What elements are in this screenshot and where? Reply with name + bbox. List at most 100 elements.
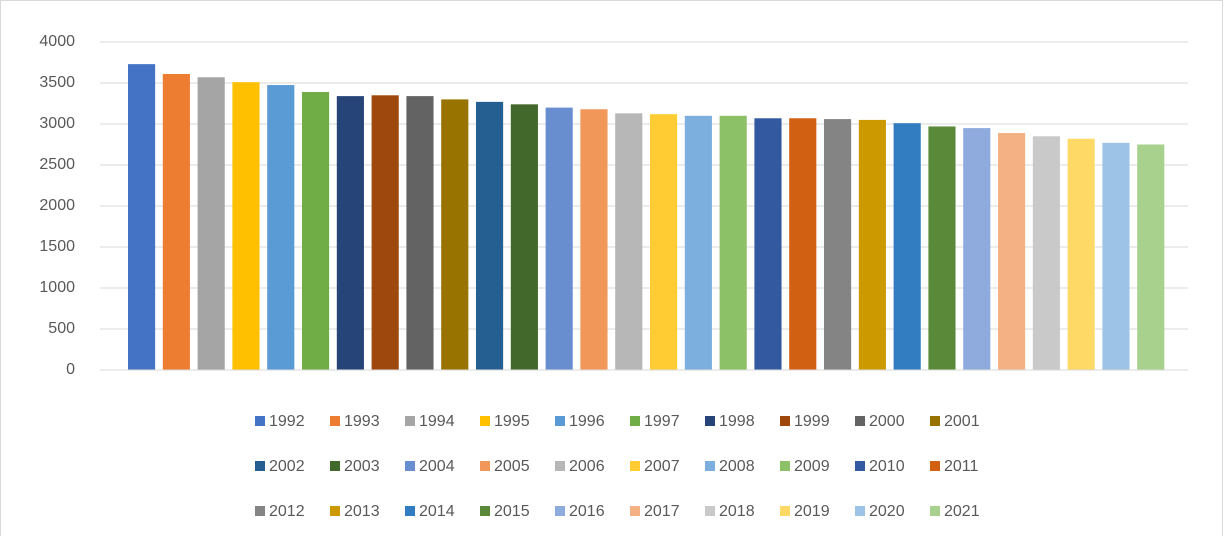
legend-swatch <box>555 461 565 471</box>
legend-swatch <box>780 461 790 471</box>
bar <box>1102 142 1130 370</box>
legend-label: 1996 <box>569 413 605 430</box>
y-tick-label: 0 <box>66 361 75 378</box>
bar <box>650 114 678 370</box>
y-tick-label: 4000 <box>39 33 75 50</box>
legend-label: 2000 <box>869 413 905 430</box>
legend-swatch <box>255 506 265 516</box>
legend-swatch <box>630 461 640 471</box>
legend-label: 2015 <box>494 503 530 520</box>
legend-swatch <box>330 506 340 516</box>
bar <box>1032 136 1060 370</box>
y-tick-label: 2000 <box>39 197 75 214</box>
y-tick-label: 2500 <box>39 156 75 173</box>
y-tick-label: 1000 <box>39 279 75 296</box>
legend-swatch <box>255 461 265 471</box>
legend-swatch <box>405 506 415 516</box>
legend-label: 2005 <box>494 458 530 475</box>
legend-label: 1999 <box>794 413 830 430</box>
y-tick-label: 1500 <box>39 238 75 255</box>
bar <box>232 82 260 371</box>
legend-label: 2014 <box>419 503 455 520</box>
bar <box>754 118 782 370</box>
legend-label: 2006 <box>569 458 605 475</box>
bar <box>580 109 608 371</box>
legend-swatch <box>555 506 565 516</box>
legend-label: 2002 <box>269 458 305 475</box>
bar <box>336 96 364 371</box>
bar <box>893 123 921 371</box>
legend-swatch <box>705 506 715 516</box>
bar <box>267 85 295 371</box>
legend-label: 1994 <box>419 413 455 430</box>
bar <box>928 126 956 371</box>
legend-label: 2019 <box>794 503 830 520</box>
bar <box>162 73 190 370</box>
legend-label: 2017 <box>644 503 680 520</box>
bar <box>302 92 330 371</box>
legend-label: 1992 <box>269 413 305 430</box>
legend-swatch <box>630 416 640 426</box>
legend-swatch <box>330 416 340 426</box>
bar <box>476 101 504 371</box>
legend-swatch <box>630 506 640 516</box>
legend-label: 2012 <box>269 503 305 520</box>
bar <box>371 95 399 371</box>
legend-swatch <box>255 416 265 426</box>
legend-swatch <box>405 461 415 471</box>
legend-swatch <box>930 416 940 426</box>
bar <box>406 96 434 371</box>
legend-swatch <box>930 461 940 471</box>
legend-swatch <box>405 416 415 426</box>
bar <box>1137 144 1165 370</box>
legend-label: 2011 <box>944 458 979 475</box>
legend-label: 2009 <box>794 458 830 475</box>
legend-swatch <box>705 461 715 471</box>
legend-swatch <box>480 506 490 516</box>
bar <box>128 64 156 370</box>
legend-swatch <box>480 416 490 426</box>
legend-label: 2001 <box>944 413 980 430</box>
legend-swatch <box>855 506 865 516</box>
y-tick-label: 3500 <box>39 74 75 91</box>
legend-swatch <box>855 416 865 426</box>
legend-label: 2018 <box>719 503 755 520</box>
legend-swatch <box>930 506 940 516</box>
legend-swatch <box>705 416 715 426</box>
bar <box>963 128 991 370</box>
legend-label: 2021 <box>944 503 980 520</box>
legend-swatch <box>555 416 565 426</box>
bar <box>858 119 886 371</box>
legend-label: 1998 <box>719 413 755 430</box>
legend-label: 1995 <box>494 413 530 430</box>
bar <box>684 115 712 370</box>
legend-swatch <box>480 461 490 471</box>
legend-label: 2010 <box>869 458 905 475</box>
bar <box>441 99 469 371</box>
legend-label: 2007 <box>644 458 680 475</box>
bar <box>824 119 852 370</box>
legend-label: 2003 <box>344 458 380 475</box>
legend-label: 2013 <box>344 503 380 520</box>
bar <box>615 113 643 370</box>
y-tick-label: 500 <box>48 320 75 337</box>
bar <box>789 118 817 370</box>
bar <box>545 107 573 370</box>
bar <box>998 133 1026 370</box>
legend-label: 2016 <box>569 503 605 520</box>
legend-swatch <box>855 461 865 471</box>
legend-swatch <box>330 461 340 471</box>
legend-label: 2020 <box>869 503 905 520</box>
legend-label: 1993 <box>344 413 380 430</box>
legend-label: 1997 <box>644 413 680 430</box>
legend-swatch <box>780 506 790 516</box>
legend-swatch <box>780 416 790 426</box>
bar <box>197 77 225 370</box>
legend-label: 2004 <box>419 458 455 475</box>
bar <box>510 104 538 370</box>
bar <box>1067 138 1095 370</box>
legend-label: 2008 <box>719 458 755 475</box>
y-tick-label: 3000 <box>39 115 75 132</box>
